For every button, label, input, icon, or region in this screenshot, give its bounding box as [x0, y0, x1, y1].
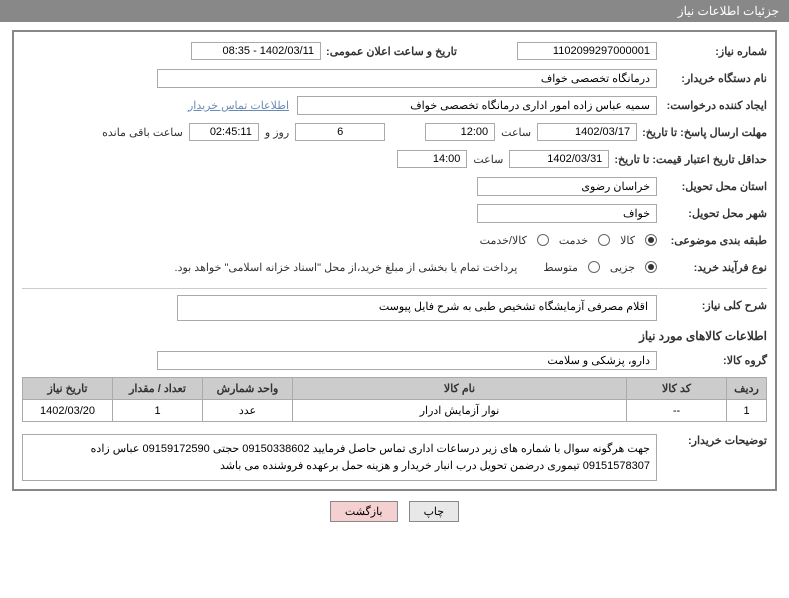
- td-date: 1402/03/20: [23, 400, 113, 422]
- city-value: خواف: [477, 204, 657, 223]
- buyer-notes-value: جهت هرگونه سوال با شماره های زیر درساعات…: [22, 434, 657, 481]
- announce-value: 1402/03/11 - 08:35: [191, 42, 321, 60]
- goods-table: ردیف کد کالا نام کالا واحد شمارش تعداد /…: [22, 377, 767, 422]
- response-deadline-label: مهلت ارسال پاسخ: تا تاریخ:: [637, 126, 767, 139]
- province-label: استان محل تحویل:: [657, 180, 767, 193]
- announce-label: تاریخ و ساعت اعلان عمومی:: [321, 45, 457, 58]
- need-number-value: 1102099297000001: [517, 42, 657, 60]
- general-desc-label: شرح کلی نیاز:: [657, 295, 767, 312]
- td-qty: 1: [113, 400, 203, 422]
- radio-service[interactable]: [598, 234, 610, 246]
- radio-medium[interactable]: [588, 261, 600, 273]
- medium-opt: متوسط: [537, 261, 584, 274]
- radio-partial[interactable]: [645, 261, 657, 273]
- goods-group-label: گروه کالا:: [657, 354, 767, 367]
- goods-info-title: اطلاعات کالاهای مورد نیاز: [22, 329, 767, 343]
- province-value: خراسان رضوی: [477, 177, 657, 196]
- remaining-days: 6: [295, 123, 385, 141]
- remaining-label: ساعت باقی مانده: [96, 126, 189, 139]
- buyer-notes-label: توضیحات خریدار:: [657, 428, 767, 447]
- print-button[interactable]: چاپ: [409, 501, 460, 522]
- service-opt: خدمت: [553, 234, 594, 247]
- validity-label: حداقل تاریخ اعتبار قیمت: تا تاریخ:: [609, 153, 767, 166]
- th-row: ردیف: [727, 378, 767, 400]
- th-name: نام کالا: [293, 378, 627, 400]
- th-code: کد کالا: [627, 378, 727, 400]
- remaining-time: 02:45:11: [189, 123, 259, 141]
- goods-opt: کالا: [614, 234, 641, 247]
- back-button[interactable]: بازگشت: [330, 501, 398, 522]
- hour-label-2: ساعت: [467, 153, 509, 166]
- validity-date: 1402/03/31: [509, 150, 609, 168]
- goods-service-opt: کالا/خدمت: [474, 234, 533, 247]
- response-date: 1402/03/17: [537, 123, 637, 141]
- radio-goods[interactable]: [645, 234, 657, 246]
- purchase-type-label: نوع فرآیند خرید:: [657, 261, 767, 274]
- details-panel: شماره نیاز: 1102099297000001 تاریخ و ساع…: [12, 30, 777, 491]
- goods-group-value: دارو، پزشکی و سلامت: [157, 351, 657, 370]
- days-and-label: روز و: [259, 126, 295, 139]
- response-hour: 12:00: [425, 123, 495, 141]
- buyer-org-label: نام دستگاه خریدار:: [657, 72, 767, 85]
- category-label: طبقه بندی موضوعی:: [657, 234, 767, 247]
- city-label: شهر محل تحویل:: [657, 207, 767, 220]
- th-unit: واحد شمارش: [203, 378, 293, 400]
- th-date: تاریخ نیاز: [23, 378, 113, 400]
- td-code: --: [627, 400, 727, 422]
- hour-label-1: ساعت: [495, 126, 537, 139]
- td-unit: عدد: [203, 400, 293, 422]
- requester-label: ایجاد کننده درخواست:: [657, 99, 767, 112]
- category-radios: کالا خدمت کالا/خدمت: [474, 234, 657, 247]
- table-row: 1 -- نوار آزمایش ادرار عدد 1 1402/03/20: [23, 400, 767, 422]
- th-qty: تعداد / مقدار: [113, 378, 203, 400]
- td-row: 1: [727, 400, 767, 422]
- general-desc-value: اقلام مصرفی آزمایشگاه تشخیص طبی به شرح ف…: [177, 295, 657, 321]
- partial-opt: جزیی: [604, 261, 641, 274]
- purchase-type-radios: جزیی متوسط: [537, 261, 657, 274]
- requester-value: سمیه عباس زاده امور اداری درمانگاه تخصصی…: [297, 96, 657, 115]
- validity-hour: 14:00: [397, 150, 467, 168]
- buyer-org-value: درمانگاه تخصصی خواف: [157, 69, 657, 88]
- td-name: نوار آزمایش ادرار: [293, 400, 627, 422]
- payment-note: پرداخت تمام یا بخشی از مبلغ خرید،از محل …: [175, 261, 518, 274]
- page-header: جزئیات اطلاعات نیاز: [0, 0, 789, 22]
- contact-info-link[interactable]: اطلاعات تماس خریدار: [188, 99, 289, 112]
- radio-goods-service[interactable]: [537, 234, 549, 246]
- need-number-label: شماره نیاز:: [657, 45, 767, 58]
- button-bar: چاپ بازگشت: [0, 501, 789, 522]
